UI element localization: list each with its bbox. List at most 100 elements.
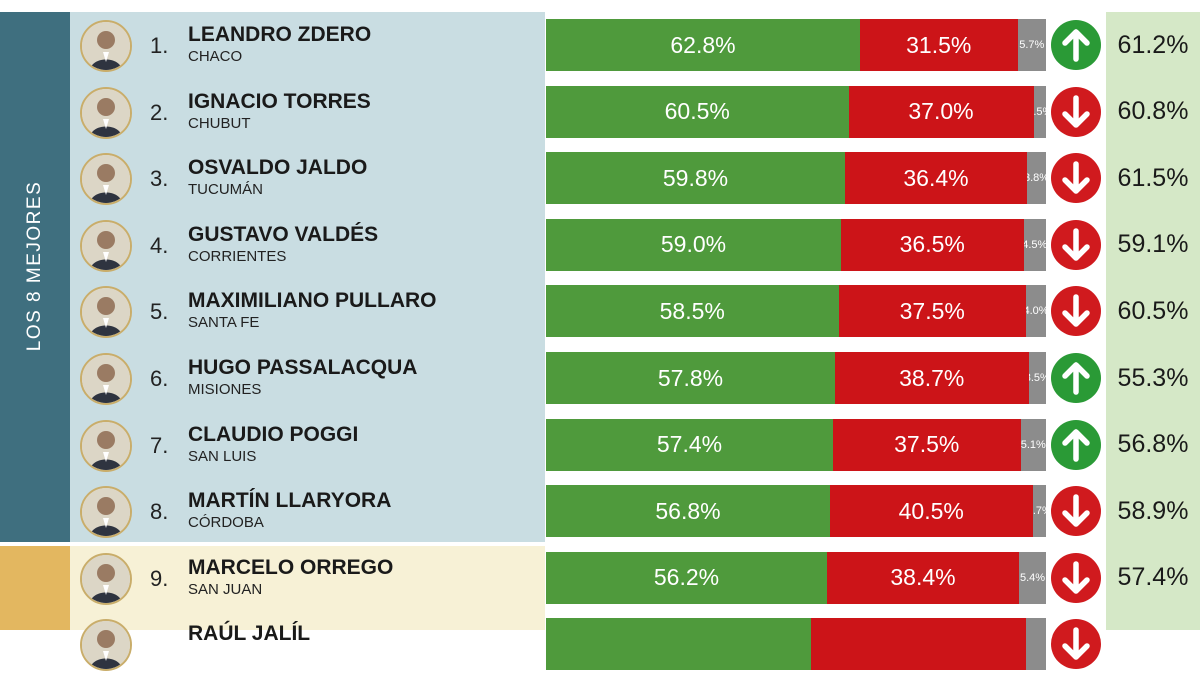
province-name: SAN LUIS	[188, 447, 257, 465]
table-row: RAÚL JALÍL	[0, 612, 1200, 678]
top-8-panel	[70, 12, 545, 542]
disapprove-segment: 37.0%	[848, 85, 1034, 138]
arrow-up-icon	[1051, 353, 1101, 403]
stacked-bar: 57.8%38.7%3.5%	[546, 352, 1046, 404]
arrow-up-icon	[1051, 419, 1101, 470]
stacked-bar	[546, 618, 1046, 671]
approve-segment: 57.8%	[546, 352, 835, 404]
rest-band	[0, 546, 70, 630]
avatar	[80, 486, 132, 539]
undecided-segment: 3.8%	[1027, 152, 1046, 205]
undecided-segment	[1026, 618, 1046, 671]
disapprove-segment: 38.4%	[827, 551, 1019, 604]
province-name: CHACO	[188, 48, 243, 65]
undecided-segment: 5.4%	[1019, 551, 1046, 604]
stacked-bar: 59.0% 36.5% 4.5%	[546, 218, 1046, 271]
province-name: SANTA FE	[188, 314, 260, 332]
undecided-segment: 4.0%	[1026, 285, 1046, 338]
approve-segment: 60.5%	[546, 85, 849, 138]
disapprove-segment	[810, 618, 1026, 671]
disapprove-segment: 38.7%	[835, 352, 1029, 404]
previous-value: 56.8%	[1117, 430, 1189, 459]
previous-value: 57.4%	[1117, 563, 1189, 592]
previous-value: 60.8%	[1117, 97, 1189, 126]
avatar	[80, 552, 132, 605]
table-row: 7. CLAUDIO POGGI SAN LUIS 57.4% 37.5% 5.1% 56.…	[0, 413, 1200, 479]
governor-name: LEANDRO ZDERO	[188, 23, 372, 46]
stacked-bar: 56.2% 38.4% 5.4%	[546, 551, 1046, 604]
table-row: 4. GUSTAVO VALDÉS CORRIENTES 59.0% 36.5% 4.5%…	[0, 213, 1200, 279]
undecided-segment: 3.5%	[1028, 352, 1046, 404]
governor-name: GUSTAVO VALDÉS	[188, 222, 379, 246]
arrow-down-icon	[1051, 619, 1101, 670]
previous-value: 59.1%	[1117, 230, 1189, 259]
province-name: TUCUMÁN	[188, 181, 263, 199]
stacked-bar: 58.5%37.5%4.0%	[546, 285, 1046, 338]
approve-segment: 59.0%	[546, 218, 841, 271]
province-name: MISIONES	[188, 381, 262, 398]
disapprove-segment: 31.5%	[860, 19, 1018, 71]
avatar	[80, 219, 132, 272]
table-row: 9. MARCELO ORREGO SAN JUAN 56.2% 38.4% 5.4% 57…	[0, 546, 1200, 612]
avatar	[80, 86, 132, 139]
rank-number: 5.	[150, 299, 169, 325]
arrow-up-icon	[1051, 20, 1101, 70]
province-name: CÓRDOBA	[188, 514, 264, 532]
approve-segment: 56.2%	[546, 551, 827, 604]
governor-name: MARCELO ORREGO	[188, 555, 394, 579]
avatar	[80, 353, 132, 405]
stacked-bar: 57.4% 37.5% 5.1%	[546, 418, 1046, 471]
disapprove-segment: 36.4%	[845, 152, 1027, 205]
arrow-down-icon	[1051, 552, 1101, 603]
approve-segment: 56.8%	[546, 485, 830, 538]
governor-name: HUGO PASSALACQUA	[188, 356, 418, 379]
avatar	[80, 153, 132, 206]
rank-number: 9.	[150, 565, 169, 591]
approve-segment	[546, 618, 811, 671]
stacked-bar: 60.5%37.0%2.5%	[546, 85, 1046, 138]
disapprove-segment: 40.5%	[830, 485, 1033, 538]
stacked-bar: 56.8%40.5%2.7%	[546, 485, 1046, 538]
table-row: 1. LEANDRO ZDERO CHACO 62.8% 31.5% 5.7% 61.2%	[0, 13, 1200, 79]
avatar	[80, 619, 132, 672]
previous-value: 58.9%	[1117, 496, 1189, 525]
governor-name: MARTÍN LLARYORA	[188, 489, 392, 513]
previous-column	[1106, 12, 1200, 630]
disapprove-segment: 37.5%	[838, 285, 1026, 338]
governor-name: CLAUDIO POGGI	[188, 422, 359, 446]
rank-number: 8.	[150, 499, 169, 525]
stacked-bar: 59.8%36.4%3.8%	[546, 152, 1046, 205]
arrow-down-icon	[1051, 153, 1101, 204]
undecided-segment: 2.7%	[1032, 485, 1046, 538]
province-name: SAN JUAN	[188, 580, 263, 598]
rank-number: 6.	[150, 366, 169, 391]
undecided-segment: 5.7%	[1017, 19, 1046, 71]
province-name: CORRIENTES	[188, 247, 287, 265]
rank-number: 3.	[150, 166, 169, 192]
rank-number: 7.	[150, 432, 169, 458]
arrow-down-icon	[1051, 286, 1101, 337]
undecided-segment: 2.5%	[1033, 85, 1046, 138]
arrow-down-icon	[1051, 219, 1101, 270]
undecided-segment: 4.5%	[1023, 218, 1046, 271]
governor-name: RAÚL JALÍL	[188, 622, 311, 646]
arrow-down-icon	[1051, 86, 1101, 137]
table-row: 5. MAXIMILIANO PULLARO SANTA FE 58.5% 37.5% 4…	[0, 279, 1200, 345]
disapprove-segment: 36.5%	[841, 218, 1024, 271]
previous-value: 55.3%	[1117, 363, 1189, 392]
approve-segment: 58.5%	[546, 285, 839, 338]
rank-number: 1.	[150, 33, 169, 58]
province-name: CHUBUT	[188, 114, 251, 132]
rest-panel	[70, 546, 545, 630]
previous-value	[1106, 618, 1200, 670]
approve-segment: 57.4%	[546, 418, 833, 471]
rank-number: 2.	[150, 99, 169, 125]
table-row: 6. HUGO PASSALACQUA MISIONES 57.8%38.7%3.5%…	[0, 346, 1200, 412]
stacked-bar: 62.8% 31.5% 5.7%	[546, 19, 1046, 71]
governor-name: IGNACIO TORRES	[188, 89, 371, 113]
previous-value: 60.5%	[1117, 296, 1189, 325]
avatar	[80, 20, 132, 72]
